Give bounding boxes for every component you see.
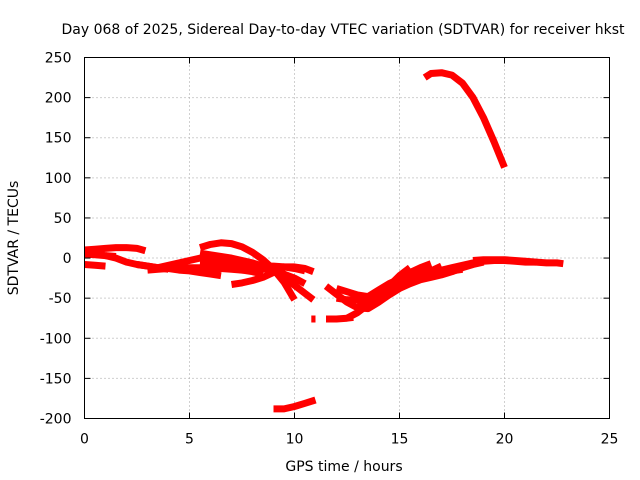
grid-layer	[84, 57, 610, 419]
y-tick-label: -150	[40, 371, 72, 387]
y-tick-label: 50	[54, 211, 72, 227]
series-line-s1	[84, 244, 147, 255]
series-line-s21	[356, 260, 433, 308]
x-tick-label: 5	[185, 432, 194, 448]
series-line-s24	[472, 256, 537, 266]
y-tick-label: 100	[45, 171, 72, 187]
series-line-s14	[273, 396, 317, 413]
y-tick-label: 250	[45, 51, 72, 67]
x-tick-label: 0	[80, 432, 89, 448]
series-line-s11	[199, 258, 264, 278]
x-tick-label: 10	[286, 432, 304, 448]
series-line-s13	[263, 262, 306, 275]
y-tick-label: 150	[45, 131, 72, 147]
y-tick-label: 200	[45, 91, 72, 107]
series-line-s3	[84, 261, 106, 270]
chart-title: Day 068 of 2025, Sidereal Day-to-day VTE…	[62, 22, 625, 38]
x-axis-label: GPS time / hours	[285, 459, 402, 475]
x-tick-label: 20	[496, 432, 514, 448]
y-axis-label: SDTVAR / TECUs	[6, 181, 22, 296]
series-line-s10	[206, 256, 307, 287]
tick-layer: 0 5 10 15 20 25 -200 -150 -100 -50 0 50 100 150 200 250	[40, 51, 619, 448]
y-tick-label: -50	[49, 291, 72, 307]
x-tick-label: 15	[391, 432, 409, 448]
series-line-s7	[157, 252, 212, 272]
y-tick-label: 0	[63, 251, 72, 267]
plot-frame	[84, 57, 610, 419]
x-tick-label: 25	[601, 432, 619, 448]
series-layer	[84, 69, 564, 413]
y-tick-label: -200	[40, 412, 72, 428]
y-tick-label: -100	[40, 331, 72, 347]
series-line-s12	[230, 264, 286, 288]
series-line-s25	[422, 69, 508, 169]
